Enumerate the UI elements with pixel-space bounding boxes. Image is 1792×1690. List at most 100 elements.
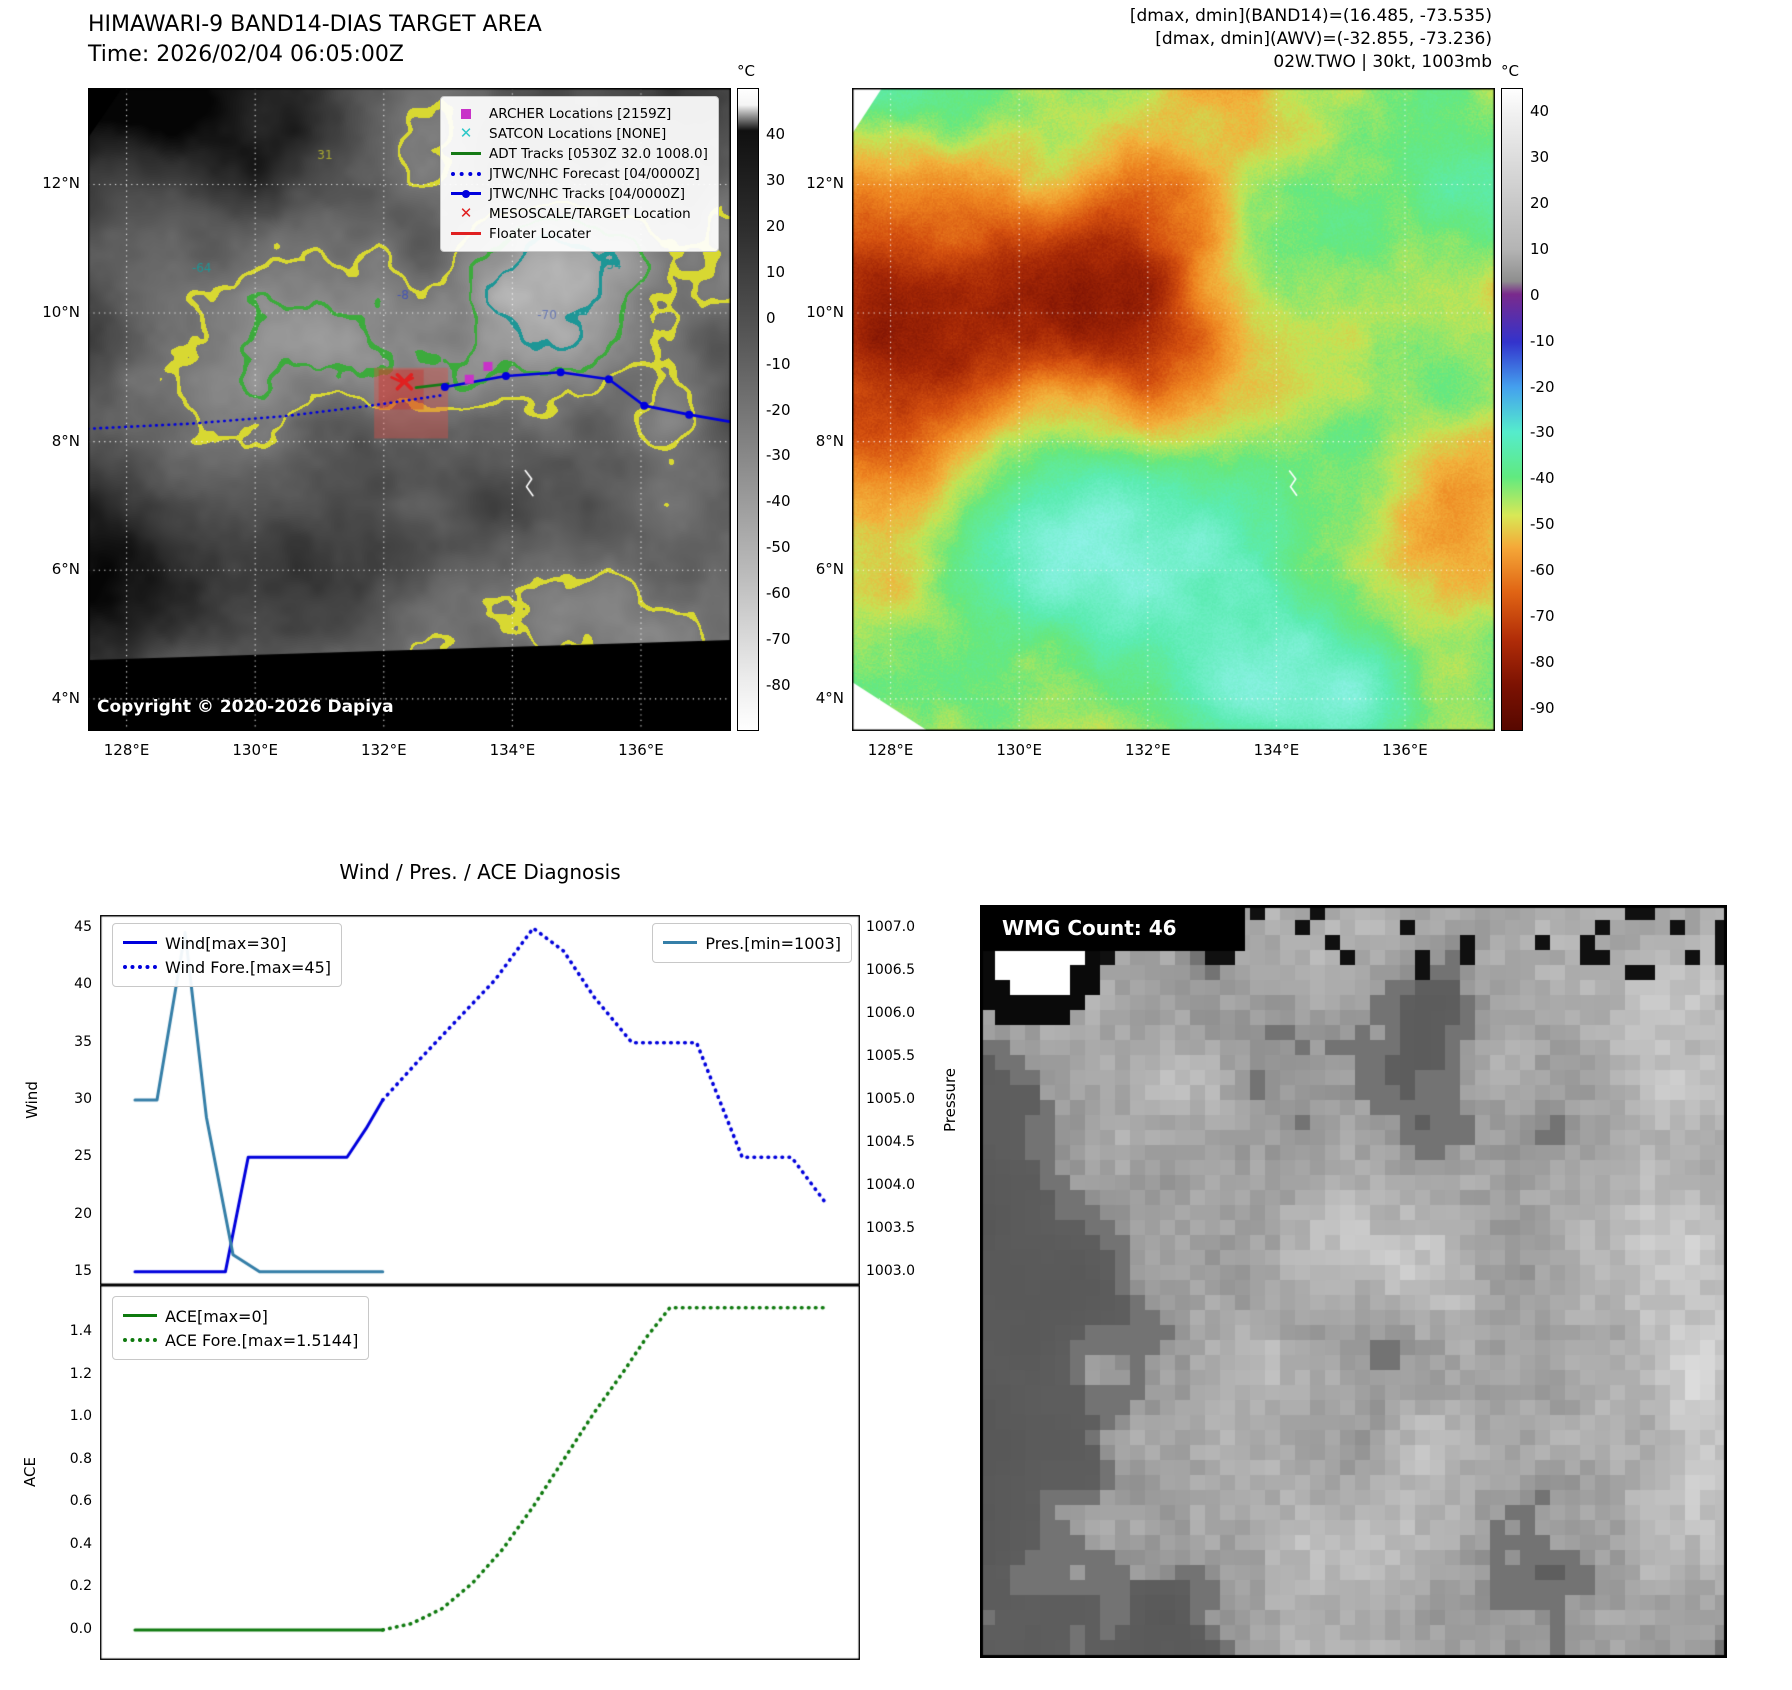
awv-colorbar-tick: 40 xyxy=(1530,101,1550,120)
ace-y-tick-label: 1.4 xyxy=(69,1323,92,1340)
ace-y-tick-label: 0.6 xyxy=(69,1493,92,1510)
band14-colorbar-tick: 40 xyxy=(766,124,786,143)
wind-legend: Wind[max=30] Wind Fore.[max=45] xyxy=(112,923,342,987)
awv-colorbar-tick: -50 xyxy=(1530,515,1555,534)
band14-colorbar-tick: -70 xyxy=(766,630,791,649)
wind-y-tick-label: 45 xyxy=(74,919,92,936)
band14-colorbar-tick: 0 xyxy=(766,308,776,327)
chart-legend-item: Pres.[min=1003] xyxy=(663,931,841,955)
wind-y-tick-label: 30 xyxy=(74,1091,92,1107)
chart-legend-label: ACE Fore.[max=1.5144] xyxy=(165,1330,359,1350)
band14-legend-label: JTWC/NHC Forecast [04/0000Z] xyxy=(489,166,700,182)
awv-y-tick-label: 12°N xyxy=(806,174,844,193)
wmg-canvas xyxy=(980,905,1727,1658)
solid-line-icon xyxy=(123,936,157,950)
pressure-y-tick-label: 1004.0 xyxy=(866,1176,915,1193)
awv-colorbar-tick: -70 xyxy=(1530,607,1555,626)
dotted-line-icon xyxy=(123,1333,157,1347)
pressure-y-tick-label: 1006.5 xyxy=(866,962,915,979)
band14-x-tick-label: 128°E xyxy=(103,741,150,759)
awv-map-canvas xyxy=(852,88,1495,731)
solid-line-icon xyxy=(663,936,698,950)
awv-x-tick-label: 128°E xyxy=(867,741,914,759)
ace-y-tick-label: 0.4 xyxy=(69,1535,92,1552)
chart-legend-item: Wind[max=30] xyxy=(123,931,331,955)
band14-y-tick-label: 6°N xyxy=(51,560,80,579)
adt-line-icon xyxy=(451,147,481,161)
ace-y-tick-label: 0.2 xyxy=(69,1578,92,1595)
band14-colorbar-tick: -50 xyxy=(766,538,791,557)
band14-legend: ARCHER Locations [2159Z] ✕ SATCON Location… xyxy=(440,96,719,252)
awv-x-tick-label: 132°E xyxy=(1124,741,1171,759)
band14-legend-label: Floater Locater xyxy=(489,226,591,242)
wind-y-tick-label: 20 xyxy=(74,1205,92,1222)
pressure-y-tick-label: 1004.5 xyxy=(866,1133,915,1150)
band14-time: Time: 2026/02/04 06:05:00Z xyxy=(88,42,404,67)
band14-legend-item: ADT Tracks [0530Z 32.0 1008.0] xyxy=(451,144,708,164)
mesoscale-target-x-icon: ✕ xyxy=(459,204,473,222)
band14-y-tick-label: 8°N xyxy=(51,431,80,450)
pressure-axis-label: Pressure xyxy=(941,1067,959,1133)
satcon-x-icon: ✕ xyxy=(459,124,473,142)
awv-y-tick-label: 4°N xyxy=(815,688,844,707)
awv-header-line2: [dmax, dmin](AWV)=(-32.855, -73.236) xyxy=(1155,29,1492,49)
awv-header-line1: [dmax, dmin](BAND14)=(16.485, -73.535) xyxy=(1129,6,1492,26)
chart-legend-label: ACE[max=0] xyxy=(165,1306,268,1326)
band14-colorbar-tick: -60 xyxy=(766,584,791,603)
wind-y-tick-label: 25 xyxy=(74,1148,92,1165)
awv-colorbar-tick: 30 xyxy=(1530,147,1550,166)
band14-title: HIMAWARI-9 BAND14-DIAS TARGET AREA xyxy=(88,12,542,37)
ace-y-tick-label: 0.8 xyxy=(69,1450,92,1467)
dotted-line-icon xyxy=(123,960,157,974)
band14-y-tick-label: 12°N xyxy=(42,174,80,193)
awv-colorbar-tick: -20 xyxy=(1530,377,1555,396)
chart-legend-label: Pres.[min=1003] xyxy=(705,933,841,953)
pressure-y-tick-label: 1003.0 xyxy=(866,1262,915,1279)
band14-legend-label: MESOSCALE/TARGET Location xyxy=(489,206,691,222)
awv-colorbar-tick: -10 xyxy=(1530,331,1555,350)
awv-colorbar-tick: -80 xyxy=(1530,653,1555,672)
band14-legend-label: ARCHER Locations [2159Z] xyxy=(489,106,672,122)
band14-colorbar xyxy=(737,88,759,731)
floater-line-icon xyxy=(451,227,481,241)
band14-colorbar-tick: 10 xyxy=(766,262,786,281)
awv-colorbar-tick: -60 xyxy=(1530,561,1555,580)
band14-legend-item: Floater Locater xyxy=(451,224,708,244)
ace-y-tick-label: 1.0 xyxy=(69,1408,92,1425)
awv-colorbar-tick: -30 xyxy=(1530,423,1555,442)
awv-y-tick-label: 6°N xyxy=(815,560,844,579)
band14-legend-item: ✕ MESOSCALE/TARGET Location xyxy=(451,204,708,224)
ace-legend: ACE[max=0] ACE Fore.[max=1.5144] xyxy=(112,1296,370,1360)
band14-x-tick-label: 136°E xyxy=(618,741,664,759)
band14-x-tick-label: 132°E xyxy=(360,741,407,759)
chart-legend-item: Wind Fore.[max=45] xyxy=(123,955,331,979)
awv-header: [dmax, dmin](BAND14)=(16.485, -73.535) [… xyxy=(1130,5,1492,74)
archer-square-icon xyxy=(451,107,481,121)
awv-colorbar-tick: 10 xyxy=(1530,239,1550,258)
wind-y-tick-label: 15 xyxy=(74,1262,92,1279)
ace-axis-label: ACE xyxy=(21,1457,39,1487)
band14-legend-item: ARCHER Locations [2159Z] xyxy=(451,104,708,124)
pressure-y-tick-label: 1005.5 xyxy=(866,1048,915,1065)
awv-colorbar-tick: -90 xyxy=(1530,699,1555,718)
band14-copyright: Copyright © 2020-2026 Dapiya xyxy=(97,697,394,717)
awv-colorbar-tick: 20 xyxy=(1530,193,1550,212)
band14-legend-item: ✕ SATCON Locations [NONE] xyxy=(451,124,708,144)
band14-legend-label: ADT Tracks [0530Z 32.0 1008.0] xyxy=(489,146,708,162)
pressure-legend: Pres.[min=1003] xyxy=(652,923,852,963)
awv-y-tick-label: 8°N xyxy=(815,431,844,450)
wind-y-tick-label: 40 xyxy=(74,976,92,993)
band14-y-tick-label: 10°N xyxy=(42,303,80,322)
diagnosis-title: Wind / Pres. / ACE Diagnosis xyxy=(339,860,621,884)
awv-colorbar-unit: °C xyxy=(1501,62,1519,80)
band14-legend-label: JTWC/NHC Tracks [04/0000Z] xyxy=(489,186,686,202)
wmg-count-label: WMG Count: 46 xyxy=(1002,916,1177,940)
awv-y-tick-label: 10°N xyxy=(806,303,844,322)
awv-colorbar xyxy=(1501,88,1523,731)
awv-colorbar-tick: -40 xyxy=(1530,469,1555,488)
ace-y-tick-label: 0.0 xyxy=(69,1620,92,1637)
band14-colorbar-tick: -10 xyxy=(766,354,791,373)
band14-y-tick-label: 4°N xyxy=(51,688,80,707)
chart-legend-item: ACE Fore.[max=1.5144] xyxy=(123,1328,358,1352)
